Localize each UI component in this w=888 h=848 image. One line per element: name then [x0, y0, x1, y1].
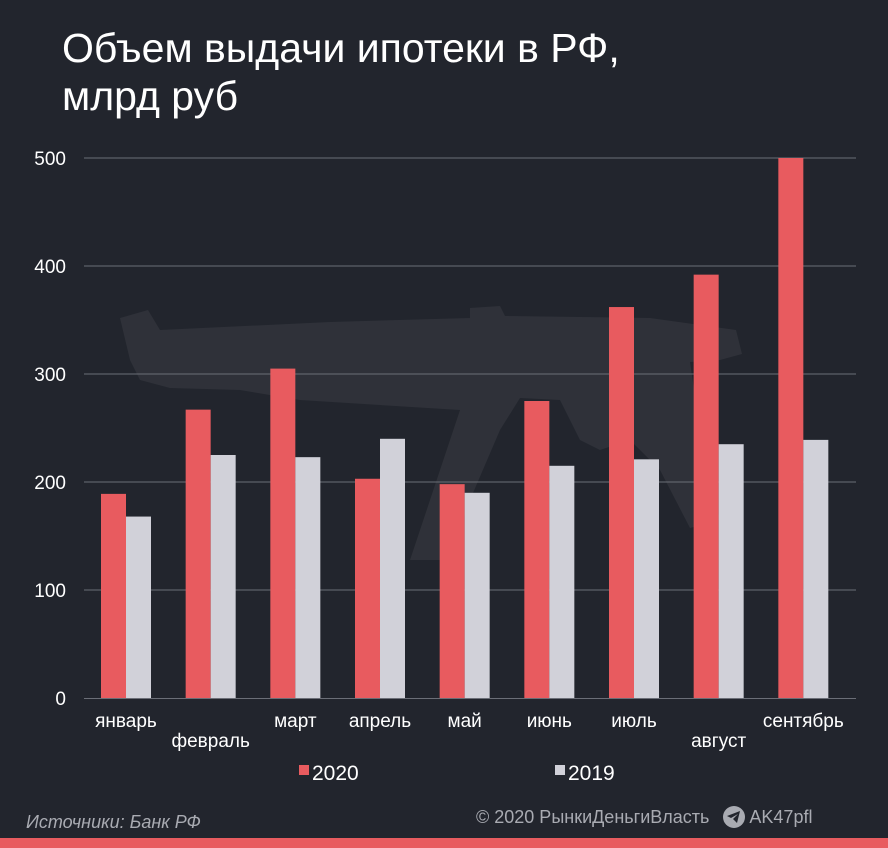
x-tick-label: август — [691, 731, 746, 752]
source-note: Источники: Банк РФ — [26, 812, 201, 832]
bars-layer — [101, 158, 829, 698]
telegram-icon — [723, 806, 746, 828]
bar-2020 — [185, 409, 211, 698]
bar-2019 — [295, 457, 321, 698]
y-tick-label: 300 — [34, 365, 66, 386]
bar-2019 — [210, 455, 236, 698]
bar-2020 — [101, 493, 126, 698]
y-tick-label: 400 — [34, 257, 66, 278]
grid-layer: 0 100 200 300 400 500 — [34, 149, 856, 710]
bar-2019 — [464, 492, 490, 698]
chart-title-line-1: Объем выдачи ипотеки в РФ, — [62, 25, 620, 71]
x-tick-label: сентябрь — [763, 711, 844, 732]
bar-2020 — [355, 478, 380, 698]
x-tick-label: июнь — [527, 711, 572, 732]
chart-title-line-2: млрд руб — [62, 73, 239, 119]
bar-2019 — [803, 439, 829, 698]
legend-label: 2020 — [312, 762, 359, 785]
bar-2020 — [524, 401, 550, 698]
legend-swatch — [555, 765, 565, 775]
bar-chart: 0 100 200 300 400 500 январь февраль март апрель… — [34, 149, 856, 785]
bar-2019 — [380, 438, 405, 698]
x-tick-label: январь — [95, 711, 157, 732]
x-tick-label: апрель — [349, 711, 411, 732]
accent-bar — [0, 838, 888, 848]
bar-2020 — [693, 274, 719, 698]
bar-2019 — [718, 444, 744, 698]
y-tick-label: 200 — [34, 473, 66, 494]
legend-swatch — [299, 765, 309, 775]
copyright-text: © 2020 РынкиДеньгиВласть — [476, 806, 710, 827]
bar-2020 — [778, 158, 804, 698]
chart-title: Объем выдачи ипотеки в РФ, млрд руб — [62, 24, 822, 120]
y-tick-label: 100 — [34, 581, 66, 602]
labels-layer: январь февраль март апрель май июнь июль август… — [95, 711, 844, 752]
x-tick-label: март — [274, 711, 317, 732]
bar-2019 — [549, 465, 575, 698]
legend-label: 2019 — [568, 762, 615, 785]
telegram-handle[interactable]: AK47pfl — [749, 806, 813, 827]
y-tick-label: 500 — [34, 149, 66, 170]
x-tick-label: май — [448, 711, 482, 732]
footer-credits: © 2020 РынкиДеньгиВласть AK47pfl — [476, 806, 812, 828]
y-tick-label: 0 — [55, 689, 66, 710]
bar-2020 — [609, 307, 634, 698]
x-tick-label: июль — [611, 711, 657, 732]
x-tick-label: февраль — [171, 731, 250, 752]
bar-2019 — [634, 459, 659, 698]
bar-2020 — [270, 368, 296, 698]
legend: 2020 2019 — [299, 762, 615, 785]
bar-2020 — [439, 484, 465, 698]
bar-2019 — [126, 516, 151, 698]
